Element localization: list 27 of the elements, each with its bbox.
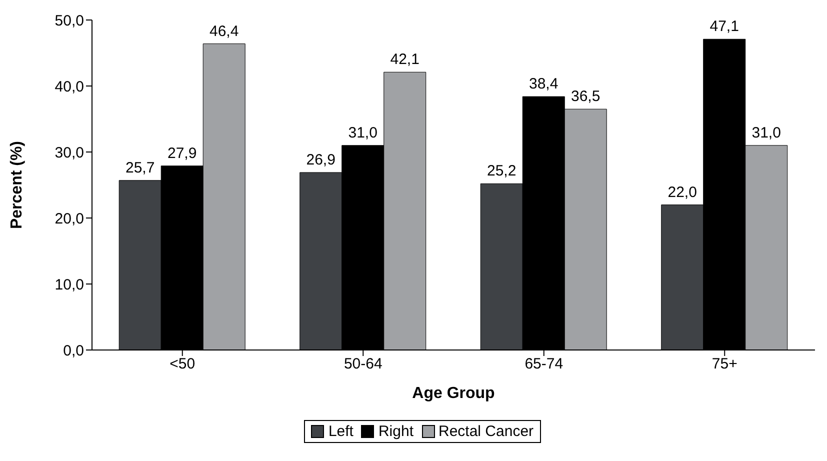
x-axis-title: Age Group [412,385,496,402]
x-tick-label: <50 [170,356,196,373]
y-axis-title: Percent (%) [8,140,26,230]
data-label: 46,4 [210,22,239,40]
y-tick-label: 0,0 [63,342,84,360]
data-label: 26,9 [306,151,336,168]
y-tick-label: 20,0 [54,210,84,228]
data-label: 25,7 [126,159,155,176]
legend-label: Right [377,423,414,440]
data-label: 31,0 [348,124,378,142]
data-label: 42,1 [390,51,420,68]
x-tick-label: 50-64 [344,356,382,373]
data-label: 47,1 [710,18,739,36]
x-tick-label: 75+ [712,356,738,373]
data-label: 27,9 [168,144,197,162]
data-label: 22,0 [668,184,697,201]
legend-label: Rectal Cancer [438,423,534,440]
legend-label: Left [327,423,354,440]
data-label: 25,2 [487,162,516,180]
data-label: 38,4 [529,76,558,93]
y-tick-label: 30,0 [54,144,84,162]
y-tick-label: 10,0 [54,276,84,294]
x-tick-label: 65-74 [524,356,564,373]
y-tick-label: 50,0 [54,12,84,30]
data-label: 36,5 [571,88,600,106]
y-tick-label: 40,0 [54,78,84,96]
data-label: 31,0 [752,124,781,142]
